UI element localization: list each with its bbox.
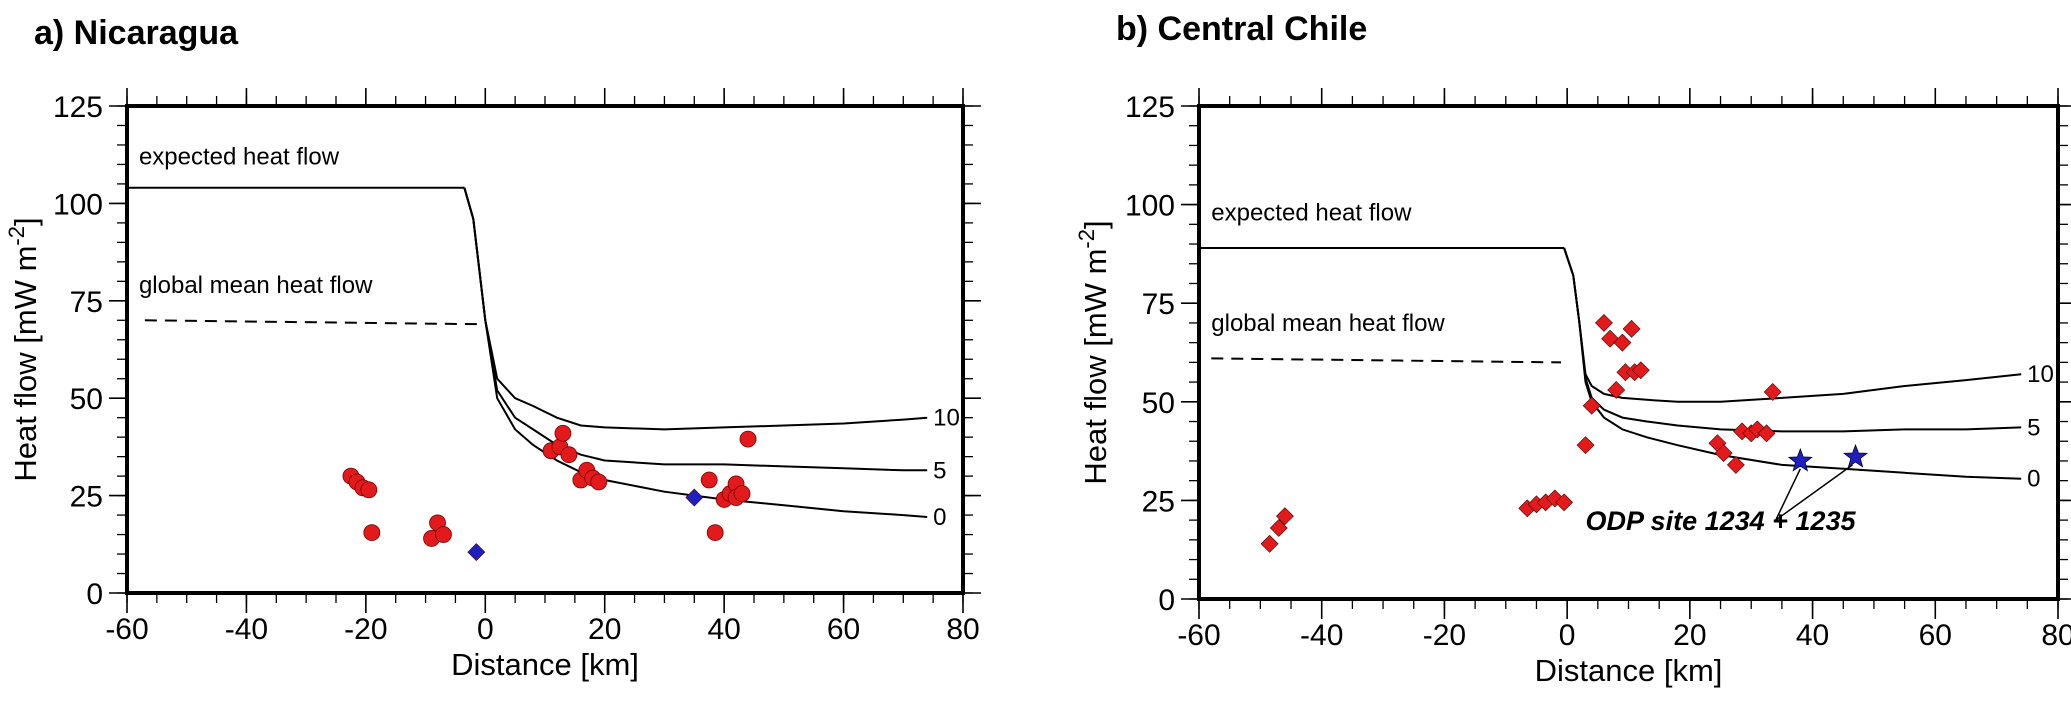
model-curve-label: 0 <box>933 504 946 531</box>
plot-frame <box>125 104 965 595</box>
y-tick-label: 25 <box>1142 485 1175 518</box>
x-tick-label: 20 <box>588 613 621 646</box>
global-mean-heat-flow-line <box>1211 357 1562 364</box>
y-tick-label: 0 <box>1158 584 1175 617</box>
y-tick-label: 125 <box>1125 91 1175 124</box>
chart-title: b) Central Chile <box>1116 10 1367 48</box>
y-tick-label: 50 <box>70 383 103 416</box>
data-point-diamond <box>467 543 486 562</box>
x-tick-label: 0 <box>477 613 494 646</box>
data-point-diamond <box>1269 519 1288 537</box>
x-tick-label: -40 <box>1300 619 1343 652</box>
annotation-label: global mean heat flow <box>139 272 373 299</box>
data-point-diamond <box>1576 436 1595 455</box>
data-point-diamond <box>1555 493 1573 512</box>
data-point-diamond <box>1260 534 1279 553</box>
x-tick-label: -20 <box>1423 619 1466 652</box>
x-axis-label: Distance [km] <box>451 647 639 682</box>
data-point-star <box>1787 447 1813 472</box>
x-tick-label: 20 <box>1673 619 1706 652</box>
data-point-diamond <box>1622 319 1641 338</box>
data-point-circle <box>590 473 608 491</box>
x-tick-label: 40 <box>1796 619 1829 652</box>
x-tick-label: -40 <box>225 613 268 646</box>
site-leader-line <box>1775 464 1853 521</box>
y-tick-label: 0 <box>86 578 103 611</box>
data-point-circle <box>363 524 381 542</box>
data-point-circle <box>360 481 378 499</box>
x-tick-label: 80 <box>946 613 979 646</box>
y-axis-label: Heat flow [mW m-2] <box>1074 220 1113 484</box>
annotation-label: expected heat flow <box>139 143 340 170</box>
data-point-circle <box>700 471 718 489</box>
data-point-diamond <box>1607 381 1626 399</box>
site-leader-line <box>1775 468 1801 521</box>
global-mean-heat-flow-line <box>144 319 480 326</box>
x-tick-label: 40 <box>707 613 740 646</box>
x-tick-label: -60 <box>105 613 148 646</box>
panel-central-chile: b) Central Chile-60 -40 -20 0 20 40 60 80025507… <box>1074 10 2071 688</box>
annotation-label: expected heat flow <box>1211 199 1412 226</box>
model-curve-label: 5 <box>2027 414 2040 441</box>
data-point-diamond <box>1726 455 1745 474</box>
model-curve-label: 10 <box>933 405 960 432</box>
model-curve-10 <box>463 187 928 431</box>
data-point-diamond <box>685 488 704 507</box>
x-tick-label: -60 <box>1177 619 1220 652</box>
model-curve-label: 0 <box>2027 466 2040 493</box>
data-point-diamond <box>1757 424 1776 443</box>
x-tick-label: 60 <box>1919 619 1952 652</box>
y-tick-label: 25 <box>70 481 103 514</box>
data-point-star <box>1842 443 1868 468</box>
data-point-circle <box>560 446 578 464</box>
data-point-diamond <box>1595 313 1613 332</box>
annotation-label: global mean heat flow <box>1211 310 1445 337</box>
model-curve-0 <box>1563 247 2022 480</box>
x-tick-label: -20 <box>344 613 387 646</box>
odp-site-label: ODP site 1234 + 1235 <box>1586 506 1857 536</box>
data-point-circle <box>435 526 452 543</box>
data-point-diamond <box>1582 396 1601 415</box>
data-point-diamond <box>1613 333 1632 352</box>
y-tick-label: 100 <box>1125 190 1175 223</box>
chart-title: a) Nicaragua <box>34 14 239 52</box>
y-tick-label: 125 <box>53 91 103 124</box>
x-tick-label: 60 <box>827 613 860 646</box>
data-point-diamond <box>1763 383 1782 401</box>
x-tick-label: 80 <box>2041 619 2071 652</box>
data-point-diamond <box>1714 444 1733 462</box>
y-axis-label: Heat flow [mW m-2] <box>4 217 43 481</box>
y-tick-label: 75 <box>1142 288 1175 321</box>
panel-nicaragua: a) Nicaragua-60 -40 -20 0 20 40 60 800255075100… <box>4 14 981 682</box>
y-tick-label: 75 <box>70 286 103 319</box>
model-curve-0 <box>463 187 928 518</box>
model-curve-label: 5 <box>933 457 946 484</box>
model-curve-5 <box>1563 247 2022 433</box>
y-tick-label: 100 <box>53 188 103 221</box>
plot-frame <box>1197 104 2060 601</box>
model-curve-label: 10 <box>2027 361 2054 388</box>
x-axis-label: Distance [km] <box>1535 653 1723 688</box>
data-point-circle <box>706 524 724 542</box>
x-tick-label: 0 <box>1559 619 1576 652</box>
data-point-circle <box>733 485 751 503</box>
data-point-circle <box>739 430 757 448</box>
y-tick-label: 50 <box>1142 387 1175 420</box>
data-point-circle <box>554 424 572 442</box>
data-point-diamond <box>1631 361 1650 380</box>
data-point-diamond <box>1275 507 1294 526</box>
